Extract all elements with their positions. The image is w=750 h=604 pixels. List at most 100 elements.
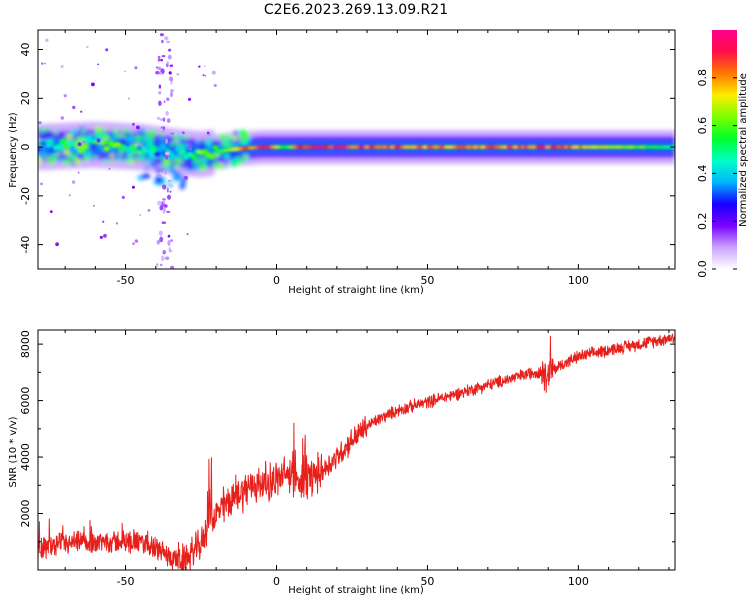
noise-speck	[167, 179, 172, 182]
noise-blob	[48, 159, 53, 165]
colorbar-tick-label: 0.4	[696, 165, 709, 183]
noise-speck	[169, 190, 172, 193]
noise-blob	[116, 156, 123, 162]
noise-speck	[155, 66, 158, 69]
noise-speck	[155, 70, 160, 75]
noise-blob	[233, 137, 239, 141]
noise-speck	[77, 171, 80, 174]
spectrogram-glow	[38, 121, 675, 190]
noise-speck	[167, 234, 171, 238]
noise-speck	[162, 250, 166, 255]
noise-blob	[128, 154, 133, 162]
noise-blob	[225, 137, 230, 141]
noise-speck	[139, 214, 142, 216]
y-tick-label: 6000	[19, 387, 32, 415]
noise-speck	[158, 100, 162, 107]
noise-blob	[88, 144, 98, 150]
ridge-cell	[103, 146, 111, 152]
noise-blob	[144, 166, 149, 171]
noise-speck	[115, 222, 119, 225]
noise-speck	[124, 70, 126, 73]
noise-blob	[179, 163, 186, 169]
noise-blob	[169, 170, 178, 174]
snr-panel: -50 0 50 100 2000 4000 6000 8000 Height of stra…	[8, 329, 676, 596]
noise-blob	[219, 133, 224, 141]
colorbar-gradient	[712, 30, 737, 269]
noise-blob	[52, 150, 56, 158]
noise-speck	[161, 221, 167, 224]
noise-blob	[118, 150, 123, 156]
noise-blob	[189, 163, 194, 170]
noise-speck	[157, 116, 160, 120]
noise-speck	[147, 209, 151, 212]
ridge-cell	[168, 153, 176, 159]
ridge-cell	[136, 145, 143, 151]
noise-speck	[165, 138, 168, 144]
noise-blob	[56, 152, 61, 156]
ridge-cell	[38, 147, 42, 153]
noise-speck	[157, 174, 162, 178]
noise-speck	[108, 168, 111, 170]
ridge-cell	[60, 138, 67, 144]
spectrogram-y-label: Frequency (Hz)	[8, 112, 19, 188]
noise-speck	[96, 138, 101, 143]
noise-blob	[38, 156, 44, 160]
noise-speck	[198, 65, 201, 68]
noise-speck	[103, 234, 106, 238]
snr-y-label: SNR (10 * v/v)	[8, 416, 19, 487]
noise-blob	[73, 158, 82, 165]
noise-blob	[124, 158, 130, 163]
noise-blob	[183, 135, 189, 140]
noise-speck	[160, 255, 165, 262]
chart-title: C2E6.2023.269.13.09.R21	[264, 2, 448, 18]
noise-speck	[213, 83, 217, 88]
noise-speck	[159, 205, 164, 211]
noise-speck	[165, 256, 170, 260]
noise-speck	[82, 140, 86, 144]
noise-speck	[170, 89, 174, 93]
noise-blob	[137, 153, 146, 159]
colorbar-tick-label: 0.0	[696, 260, 709, 278]
noise-speck	[164, 169, 167, 175]
spectrogram-x-label: Height of straight line (km)	[288, 285, 424, 296]
x-tick-label: 50	[420, 274, 434, 287]
snr-series-line	[38, 333, 675, 570]
noise-blob	[113, 130, 118, 134]
noise-speck	[165, 111, 169, 116]
noise-speck	[41, 62, 44, 65]
noise-speck	[121, 195, 125, 199]
y-tick-label: 8000	[19, 330, 32, 358]
noise-speck	[187, 145, 191, 148]
noise-speck	[170, 132, 175, 135]
noise-speck	[157, 55, 161, 59]
noise-speck	[187, 97, 192, 101]
noise-speck	[188, 147, 192, 151]
noise-speck	[163, 126, 165, 131]
noise-speck	[176, 72, 180, 76]
noise-blob	[160, 139, 166, 143]
spectrogram-frame	[37, 29, 676, 270]
noise-blob	[229, 157, 236, 163]
noise-speck	[165, 63, 169, 68]
noise-speck	[166, 97, 170, 101]
noise-speck	[170, 76, 173, 82]
noise-speck	[161, 55, 166, 58]
noise-speck	[136, 125, 140, 130]
noise-blob	[243, 153, 248, 161]
noise-blob	[63, 148, 71, 156]
noise-speck	[168, 48, 172, 52]
y-tick-label: 0	[19, 144, 32, 151]
noise-speck	[156, 239, 160, 245]
noise-speck	[166, 118, 171, 123]
noise-speck	[161, 39, 164, 44]
noise-blob	[95, 128, 103, 133]
noise-blob	[68, 153, 77, 160]
noise-speck	[80, 110, 83, 113]
noise-speck	[161, 130, 165, 133]
noise-speck	[63, 94, 67, 98]
noise-blob	[217, 165, 223, 170]
noise-blob	[242, 142, 249, 146]
noise-blob	[230, 152, 239, 158]
noise-speck	[165, 155, 169, 160]
spectrogram-axes: -50 0 50 100 -40 -20 0 20 40	[19, 30, 675, 287]
